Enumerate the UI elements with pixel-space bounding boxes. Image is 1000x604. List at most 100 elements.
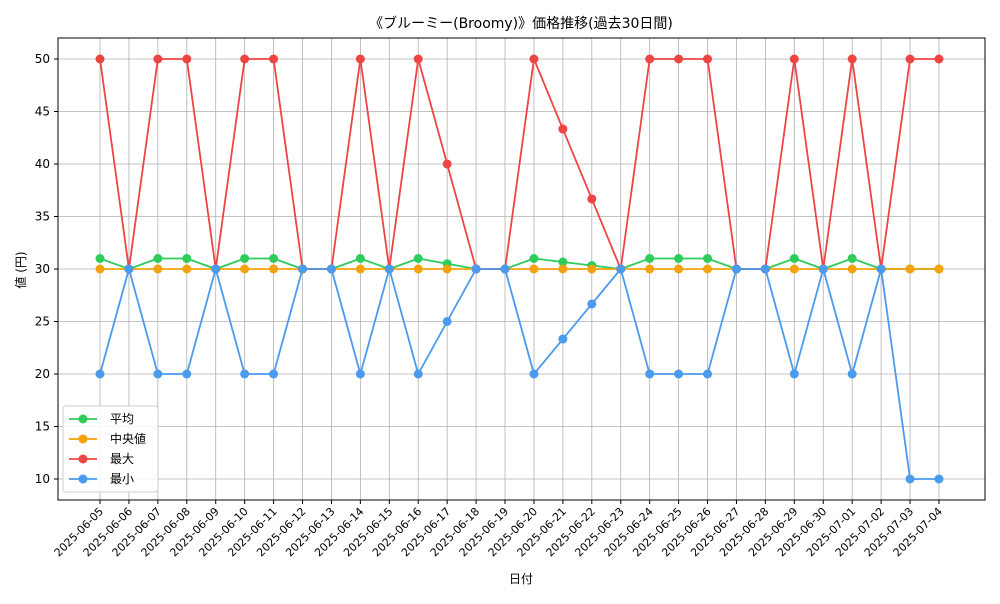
data-point xyxy=(442,317,452,326)
data-point xyxy=(182,254,192,263)
data-point xyxy=(558,334,568,344)
data-point xyxy=(789,254,799,263)
data-point xyxy=(442,159,452,169)
data-point xyxy=(645,54,655,64)
data-point xyxy=(95,254,105,263)
data-point xyxy=(674,254,684,263)
data-point xyxy=(269,254,279,263)
legend-label: 最大 xyxy=(110,452,134,466)
data-point xyxy=(703,369,713,379)
data-point xyxy=(674,54,684,64)
y-tick-label: 35 xyxy=(35,210,50,224)
data-point xyxy=(703,54,713,64)
data-point xyxy=(269,264,279,274)
data-point xyxy=(876,264,886,274)
data-point xyxy=(905,474,915,484)
y-tick-label: 15 xyxy=(35,420,50,434)
data-point xyxy=(703,254,713,263)
series-line xyxy=(99,257,939,270)
data-point xyxy=(95,369,105,379)
data-point xyxy=(124,264,134,274)
y-axis-label: 値 (円) xyxy=(13,251,28,288)
data-point xyxy=(789,54,799,64)
data-point xyxy=(95,54,105,64)
data-point xyxy=(587,264,597,274)
data-point xyxy=(240,264,250,274)
data-point xyxy=(442,264,452,274)
data-point xyxy=(413,254,423,263)
series-line xyxy=(99,268,939,480)
legend-marker xyxy=(78,474,88,484)
data-point xyxy=(587,299,597,309)
data-point xyxy=(182,54,192,64)
data-point xyxy=(153,369,163,379)
data-point xyxy=(674,264,684,274)
data-point xyxy=(500,264,510,274)
y-tick-label: 45 xyxy=(35,105,50,119)
y-tick-label: 30 xyxy=(35,262,50,276)
legend-marker xyxy=(78,454,88,464)
y-tick-label: 50 xyxy=(35,52,50,66)
data-point xyxy=(355,264,365,274)
data-point xyxy=(153,254,163,263)
data-point xyxy=(413,264,423,274)
data-point xyxy=(760,264,770,274)
data-point xyxy=(847,54,857,64)
legend-label: 平均 xyxy=(110,412,134,426)
data-point xyxy=(847,264,857,274)
data-point xyxy=(153,54,163,64)
data-point xyxy=(355,54,365,64)
data-point xyxy=(645,264,655,274)
data-point xyxy=(413,54,423,64)
data-point xyxy=(355,369,365,379)
data-point xyxy=(355,254,365,263)
data-point xyxy=(789,264,799,274)
data-point xyxy=(558,124,568,134)
series-layer xyxy=(95,54,944,484)
legend-marker xyxy=(78,434,88,444)
data-point xyxy=(298,264,308,274)
y-tick-label: 10 xyxy=(35,472,50,486)
x-axis-label: 日付 xyxy=(509,572,533,586)
data-point xyxy=(182,264,192,274)
data-point xyxy=(934,474,944,484)
data-point xyxy=(413,369,423,379)
data-point xyxy=(731,264,741,274)
data-point xyxy=(153,264,163,274)
data-point xyxy=(95,264,105,274)
data-point xyxy=(529,54,539,64)
y-tick-label: 25 xyxy=(35,315,50,329)
data-point xyxy=(529,369,539,379)
data-point xyxy=(326,264,336,274)
data-point xyxy=(645,254,655,263)
data-point xyxy=(384,264,394,274)
data-point xyxy=(847,369,857,379)
data-point xyxy=(934,264,944,274)
legend-entry: 中央値 xyxy=(69,431,146,446)
data-point xyxy=(269,54,279,64)
data-point xyxy=(703,264,713,274)
series-2 xyxy=(95,264,944,274)
data-point xyxy=(616,264,626,274)
data-point xyxy=(240,369,250,379)
data-point xyxy=(847,254,857,263)
data-point xyxy=(240,254,250,263)
data-point xyxy=(269,369,279,379)
data-point xyxy=(674,369,684,379)
chart-title: 《ブルーミー(Broomy)》価格推移(過去30日間) xyxy=(369,15,673,32)
legend-entry: 最小 xyxy=(69,472,134,486)
y-tick-label: 40 xyxy=(35,157,50,171)
data-point xyxy=(789,369,799,379)
data-point xyxy=(558,264,568,274)
data-point xyxy=(905,264,915,274)
data-point xyxy=(471,264,481,274)
data-point xyxy=(182,369,192,379)
data-point xyxy=(211,264,221,274)
y-tick-label: 20 xyxy=(35,367,50,381)
legend-label: 中央値 xyxy=(110,431,146,446)
data-point xyxy=(934,54,944,64)
y-axis-ticks: 10 15 20 25 30 35 40 45 50 xyxy=(35,52,58,486)
